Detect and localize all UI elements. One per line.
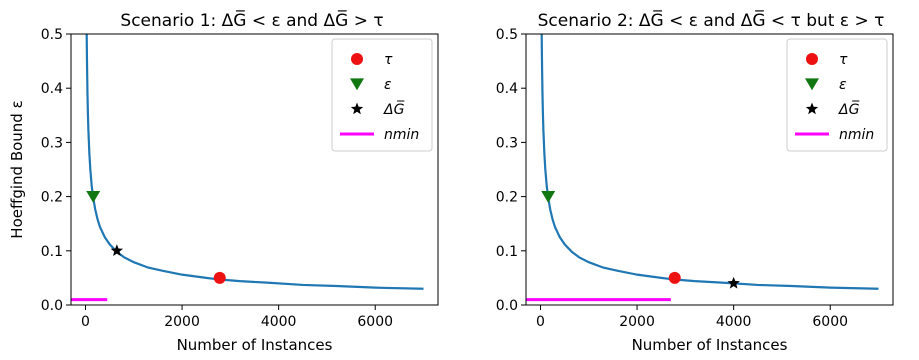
legend: τε ΔG̅ nmin [786,38,888,152]
legend-marker-3 [805,102,819,115]
legend-label: nmin [384,127,419,143]
hoeffding-bound-curve [540,34,879,290]
y-tick-label: 0.4 [496,81,518,97]
legend-marker-1 [806,53,818,65]
hoeffding-bound-curve [85,34,424,290]
y-tick-label: 0.4 [41,81,63,97]
x-tick-label: 4000 [716,314,752,330]
y-tick-label: 0.0 [496,298,518,314]
legend-marker-3 [350,102,364,115]
y-tick-label: 0.5 [496,27,518,43]
epsilon-point [86,191,101,203]
x-tick-label: 4000 [261,314,297,330]
legend-label: ε [839,77,847,93]
legend: τε ΔG̅ nmin [331,38,433,152]
x-tick-label: 0 [536,314,545,330]
x-tick-label: 2000 [619,314,655,330]
tau-point [213,271,226,284]
plot-frame [70,33,439,306]
chart-panel-2: Scenario 2: ΔG̅ < ε and ΔG̅ < τ but ε > … [496,9,894,354]
legend-label: τ [839,52,848,68]
legend-label: τ [384,52,393,68]
x-tick-label: 6000 [812,314,848,330]
x-axis-label: Number of Instances [632,336,788,354]
x-axis-label: Number of Instances [177,336,333,354]
legend-marker-2 [350,78,364,91]
delta-g-point [110,244,124,257]
legend-label: nmin [839,127,874,143]
x-tick-label: 2000 [164,314,200,330]
y-tick-label: 0.2 [496,190,518,206]
chart-panel-1: Scenario 1: ΔG̅ < ε and ΔG̅ > τ 0 2000 4000… [8,9,439,354]
epsilon-point [541,191,556,203]
y-tick-label: 0.0 [41,298,63,314]
y-tick-label: 0.1 [496,244,518,260]
legend-label: ΔG̅ [838,100,860,118]
x-tick-label: 0 [81,314,90,330]
legend-label: ΔG̅ [383,100,405,118]
tau-point [668,271,681,284]
plot-frame [525,33,894,306]
legend-marker-1 [351,53,363,65]
legend-label: ε [384,77,392,93]
legend-marker-2 [805,78,819,91]
y-tick-label: 0.3 [496,135,518,151]
y-tick-label: 0.1 [41,244,63,260]
y-tick-label: 0.5 [41,27,63,43]
y-tick-label: 0.2 [41,190,63,206]
x-tick-label: 6000 [357,314,393,330]
legend-box [786,38,888,152]
delta-g-point [727,276,740,289]
chart-title: Scenario 1: ΔG̅ < ε and ΔG̅ > τ [120,9,383,31]
legend-box [331,38,433,152]
chart-title: Scenario 2: ΔG̅ < ε and ΔG̅ < τ but ε > … [538,9,885,31]
y-axis-label: Hoeffgind Bound ε [8,100,26,238]
y-tick-label: 0.3 [41,135,63,151]
